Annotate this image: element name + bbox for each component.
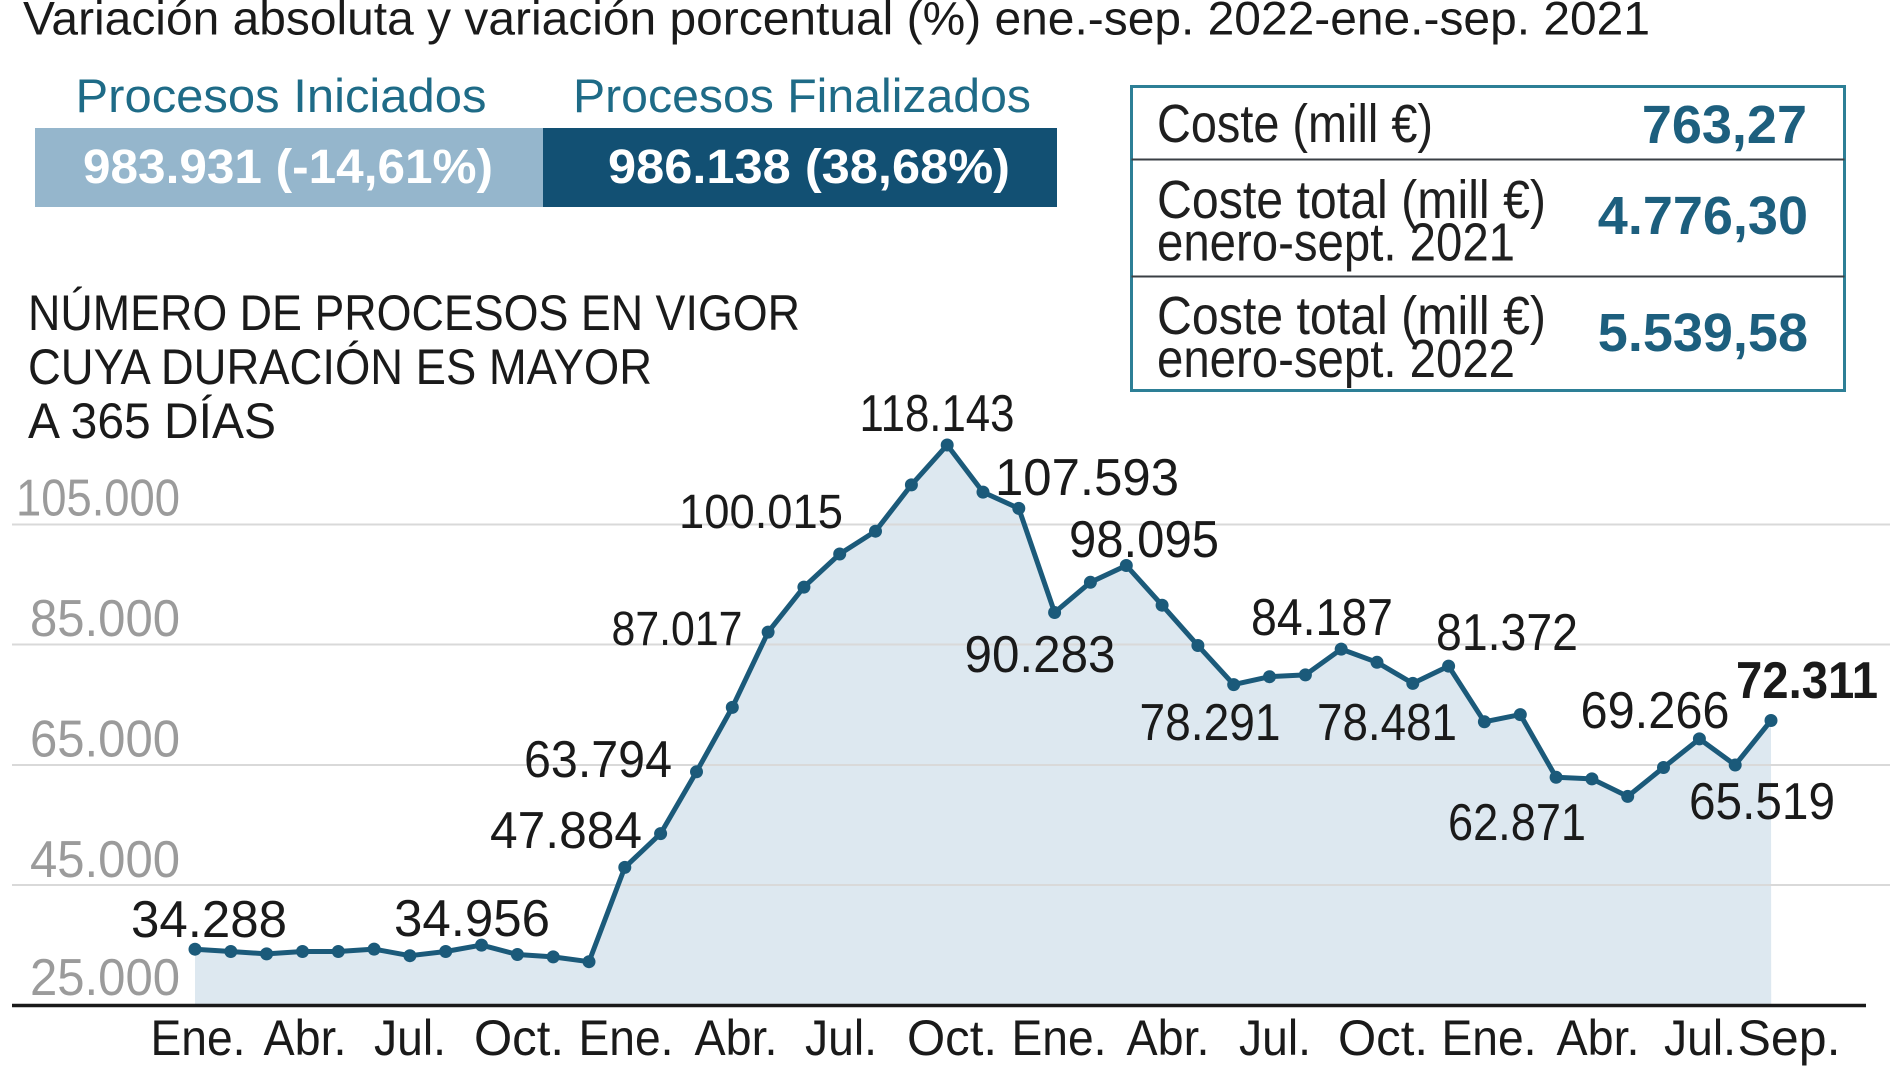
svg-text:90.283: 90.283	[965, 626, 1116, 684]
svg-text:34.956: 34.956	[394, 890, 550, 948]
svg-text:63.794: 63.794	[524, 731, 672, 789]
svg-text:62.871: 62.871	[1448, 794, 1586, 852]
svg-text:CUYA DURACIÓN ES MAYOR: CUYA DURACIÓN ES MAYOR	[28, 339, 652, 395]
svg-text:81.372: 81.372	[1436, 604, 1578, 662]
svg-text:Variación absoluta y variación: Variación absoluta y variación porcentua…	[23, 0, 1650, 45]
svg-text:84.187: 84.187	[1251, 589, 1393, 647]
svg-text:Coste (mill €): Coste (mill €)	[1157, 94, 1433, 154]
svg-text:107.593: 107.593	[995, 449, 1179, 507]
svg-text:Ene.: Ene.	[1442, 1010, 1537, 1066]
svg-text:100.015: 100.015	[679, 486, 843, 539]
svg-text:87.017: 87.017	[612, 603, 743, 656]
svg-text:98.095: 98.095	[1069, 511, 1219, 569]
svg-text:25.000: 25.000	[30, 949, 180, 1007]
svg-text:Ene.: Ene.	[579, 1010, 674, 1066]
svg-text:45.000: 45.000	[30, 831, 180, 889]
svg-text:Oct.: Oct.	[1338, 1010, 1428, 1066]
svg-text:enero-sept. 2021: enero-sept. 2021	[1157, 213, 1515, 273]
svg-text:Procesos Iniciados: Procesos Iniciados	[76, 69, 487, 122]
svg-text:105.000: 105.000	[16, 470, 180, 528]
svg-text:enero-sept. 2022: enero-sept. 2022	[1157, 329, 1515, 389]
svg-text:78.291: 78.291	[1140, 694, 1281, 752]
svg-text:4.776,30: 4.776,30	[1598, 186, 1808, 246]
svg-text:72.311: 72.311	[1736, 652, 1878, 710]
svg-text:5.539,58: 5.539,58	[1598, 303, 1808, 363]
svg-text:A 365 DÍAS: A 365 DÍAS	[28, 393, 276, 449]
svg-text:Oct.: Oct.	[907, 1010, 997, 1066]
svg-text:Procesos Finalizados: Procesos Finalizados	[573, 69, 1031, 122]
svg-text:Jul.: Jul.	[374, 1010, 446, 1066]
svg-text:983.931 (-14,61%): 983.931 (-14,61%)	[83, 141, 493, 194]
svg-text:118.143: 118.143	[860, 385, 1015, 443]
svg-text:Ene.: Ene.	[1012, 1010, 1107, 1066]
svg-text:Coste total (mill €): Coste total (mill €)	[1157, 170, 1546, 230]
svg-text:Oct.: Oct.	[474, 1010, 564, 1066]
svg-text:85.000: 85.000	[30, 590, 180, 648]
svg-text:78.481: 78.481	[1317, 694, 1457, 752]
svg-text:Abr.: Abr.	[1127, 1010, 1210, 1066]
svg-text:986.138 (38,68%): 986.138 (38,68%)	[608, 141, 1010, 194]
svg-text:Coste total (mill €): Coste total (mill €)	[1157, 286, 1546, 346]
svg-text:NÚMERO DE PROCESOS EN VIGOR: NÚMERO DE PROCESOS EN VIGOR	[28, 285, 800, 341]
svg-text:34.288: 34.288	[131, 891, 287, 949]
svg-text:Jul.: Jul.	[805, 1010, 877, 1066]
svg-text:Jul.: Jul.	[1664, 1010, 1736, 1066]
svg-text:Jul.: Jul.	[1239, 1010, 1311, 1066]
svg-text:Sep.: Sep.	[1738, 1010, 1841, 1066]
svg-text:Abr.: Abr.	[264, 1010, 347, 1066]
svg-text:65.519: 65.519	[1689, 773, 1835, 831]
svg-text:65.000: 65.000	[30, 711, 180, 769]
svg-text:47.884: 47.884	[490, 802, 642, 860]
svg-text:Abr.: Abr.	[695, 1010, 778, 1066]
svg-text:763,27: 763,27	[1642, 95, 1807, 155]
svg-text:Ene.: Ene.	[151, 1010, 246, 1066]
svg-text:69.266: 69.266	[1581, 682, 1730, 740]
svg-text:Abr.: Abr.	[1557, 1010, 1640, 1066]
